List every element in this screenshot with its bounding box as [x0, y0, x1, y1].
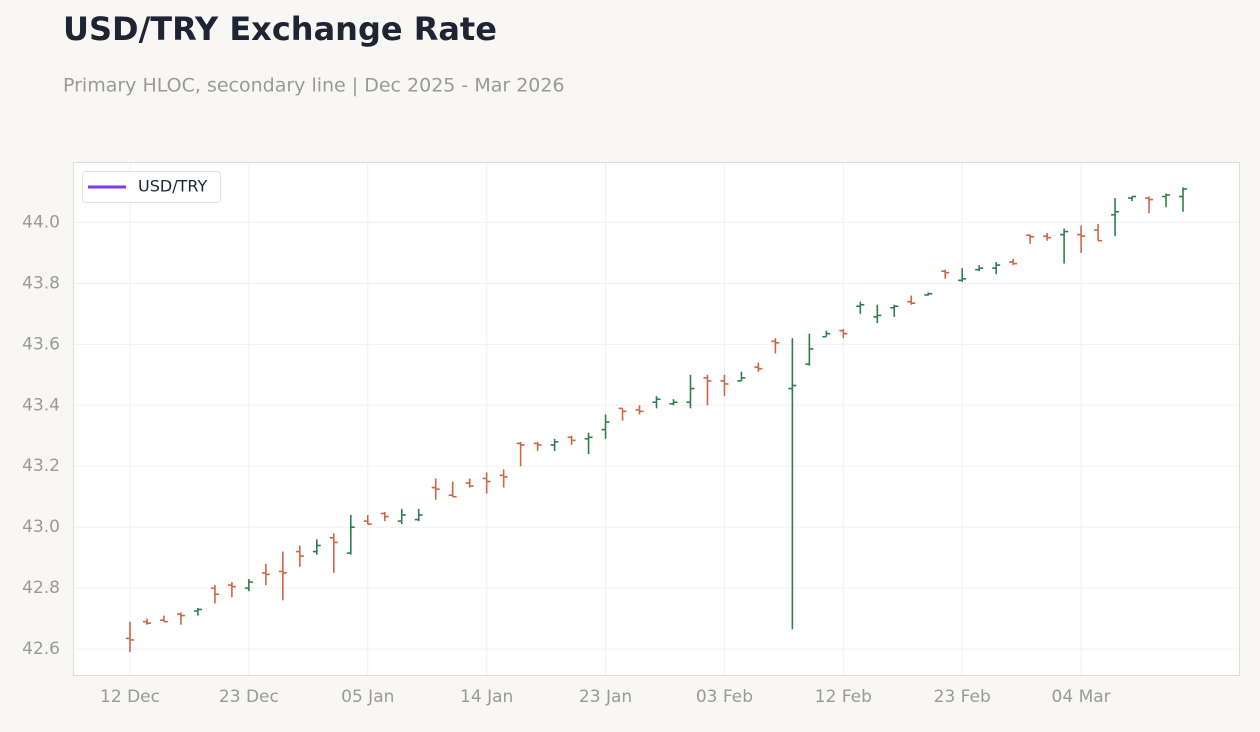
- x-tick-label: 12 Dec: [100, 687, 160, 707]
- x-tick-label: 04 Mar: [1052, 687, 1111, 707]
- y-tick-label: 43.2: [22, 456, 60, 476]
- chart-subtitle: Primary HLOC, secondary line | Dec 2025 …: [63, 75, 565, 97]
- plot-area: [73, 162, 1240, 676]
- x-tick-label: 03 Feb: [696, 687, 753, 707]
- x-tick-label: 12 Feb: [815, 687, 872, 707]
- y-tick-label: 43.4: [22, 395, 60, 415]
- legend-box: [82, 171, 221, 203]
- chart-title: USD/TRY Exchange Rate: [63, 10, 497, 48]
- y-tick-label: 43.0: [22, 517, 60, 537]
- y-tick-label: 42.6: [22, 639, 60, 659]
- x-tick-label: 23 Jan: [579, 687, 632, 707]
- y-tick-label: 42.8: [22, 578, 60, 598]
- x-tick-label: 14 Jan: [460, 687, 513, 707]
- y-tick-label: 43.8: [22, 273, 60, 293]
- y-tick-label: 43.6: [22, 334, 60, 354]
- y-tick-label: 44.0: [22, 212, 60, 232]
- x-tick-label: 05 Jan: [341, 687, 394, 707]
- x-tick-label: 23 Feb: [934, 687, 991, 707]
- x-tick-label: 23 Dec: [219, 687, 279, 707]
- legend-label: USD/TRY: [138, 177, 207, 196]
